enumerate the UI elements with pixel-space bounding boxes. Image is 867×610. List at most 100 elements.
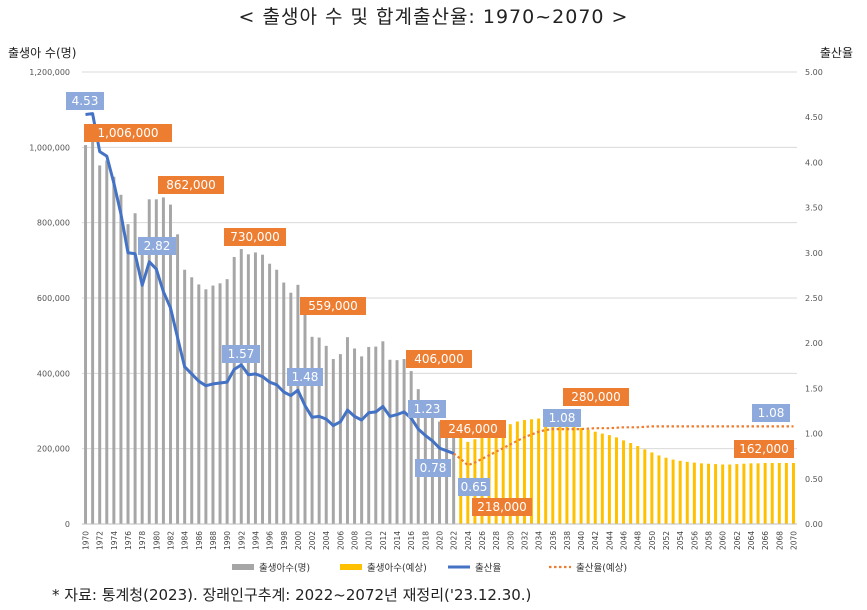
callout-label: 1,006,000	[97, 126, 158, 140]
bar	[374, 346, 378, 524]
y-right-tick-label: 1.00	[805, 430, 823, 439]
x-tick-label: 2064	[747, 531, 756, 550]
bar	[622, 440, 626, 524]
chart-title: < 출생아 수 및 합계출산율: 1970~2070 >	[238, 6, 629, 28]
bar	[643, 449, 647, 524]
bar	[749, 463, 753, 524]
x-tick-label: 2012	[379, 531, 388, 550]
rate-callout	[458, 478, 490, 496]
bar	[515, 421, 519, 524]
x-tick-label: 2040	[577, 531, 586, 550]
bar	[268, 263, 272, 524]
bar	[112, 176, 116, 525]
bar	[204, 289, 208, 524]
y-right-tick-label: 2.50	[805, 294, 823, 303]
rate-callout	[543, 409, 581, 427]
rate-callout	[66, 92, 104, 110]
bar	[784, 462, 788, 524]
bar	[381, 341, 385, 524]
bar	[218, 283, 222, 524]
bar	[324, 345, 328, 524]
callout-label: 730,000	[230, 230, 280, 244]
bar	[367, 346, 371, 524]
bar	[154, 199, 158, 524]
x-tick-label: 2006	[336, 531, 345, 550]
callout-label: 2.82	[144, 239, 171, 253]
x-tick-label: 2070	[789, 531, 798, 550]
x-tick-label: 2038	[563, 531, 572, 550]
bar	[402, 359, 406, 524]
births-callout	[734, 440, 794, 458]
bar	[91, 138, 95, 524]
bar	[176, 234, 180, 525]
rate-callout	[222, 345, 260, 363]
x-tick-label: 2020	[436, 531, 445, 550]
bar	[629, 443, 633, 524]
bar	[728, 464, 732, 524]
callout-label: 218,000	[477, 500, 527, 514]
y-left-tick-label: 200,000	[37, 445, 70, 454]
chart-canvas: 0 200,000 400,000 600,000 800,000 1,000,000 1,…	[29, 68, 823, 574]
births-callout	[224, 228, 286, 246]
callout-label: 1.23	[414, 402, 441, 416]
bar	[756, 463, 760, 524]
bar	[614, 437, 618, 524]
x-tick-label: 1978	[138, 531, 147, 550]
bar	[225, 279, 229, 524]
x-tick-label: 2050	[648, 531, 657, 550]
legend-label: 출생아수(예상)	[367, 563, 427, 574]
bar	[607, 435, 611, 524]
bar	[140, 241, 144, 524]
bar	[317, 337, 321, 524]
x-tick-label: 1980	[152, 531, 161, 550]
callout-label: 1.57	[228, 347, 255, 361]
x-tick-label: 2016	[407, 531, 416, 550]
x-tick-label: 1990	[223, 531, 232, 550]
left-axis-label: 출생아 수(명)	[8, 46, 77, 60]
bar	[714, 464, 718, 524]
bar	[664, 457, 668, 524]
x-tick-label: 2024	[464, 531, 473, 550]
rate-callout	[287, 368, 323, 386]
callout-label: 246,000	[448, 422, 498, 436]
bar	[544, 418, 548, 524]
bar	[657, 455, 661, 524]
x-tick-label: 1976	[124, 531, 133, 550]
x-tick-label: 1982	[166, 531, 175, 550]
bar	[678, 460, 682, 524]
bar	[161, 197, 165, 524]
bar	[791, 462, 795, 524]
x-tick-label: 2042	[591, 531, 600, 550]
bar	[452, 431, 456, 524]
rate-callout	[408, 400, 446, 418]
x-tick-label: 2010	[365, 531, 374, 550]
x-tick-label: 1984	[181, 531, 190, 550]
y-right-tick-label: 0.00	[805, 520, 823, 529]
bar	[261, 254, 265, 524]
y-left-tick-label: 0	[65, 520, 70, 529]
x-tick-label: 2004	[322, 531, 331, 550]
legend-label: 출생아수(명)	[259, 563, 310, 574]
births-callout	[406, 350, 472, 368]
x-tick-label: 2056	[690, 531, 699, 550]
x-tick-label: 2068	[775, 531, 784, 550]
x-tick-label: 2026	[478, 531, 487, 550]
x-tick-label: 2062	[733, 531, 742, 550]
bar	[671, 459, 675, 524]
right-axis-label: 출산율	[819, 46, 853, 60]
bar	[721, 464, 725, 524]
callout-label: 1.08	[758, 406, 785, 420]
bar	[190, 277, 194, 524]
bar	[338, 354, 342, 524]
source-note: * 자료: 통계청(2023). 장래인구추계: 2022~2072년 재정리(…	[52, 586, 532, 604]
y-right-tick-label: 3.50	[805, 204, 823, 213]
bar	[211, 285, 215, 524]
y-left-tick-label: 800,000	[37, 219, 70, 228]
bar	[197, 284, 201, 524]
x-tick-label: 1996	[266, 531, 275, 550]
y-right-tick-label: 4.00	[805, 158, 823, 167]
x-tick-label: 1994	[251, 531, 260, 550]
bar	[692, 462, 696, 524]
y-right-tick-label: 1.50	[805, 384, 823, 393]
rate-callout	[415, 459, 451, 477]
